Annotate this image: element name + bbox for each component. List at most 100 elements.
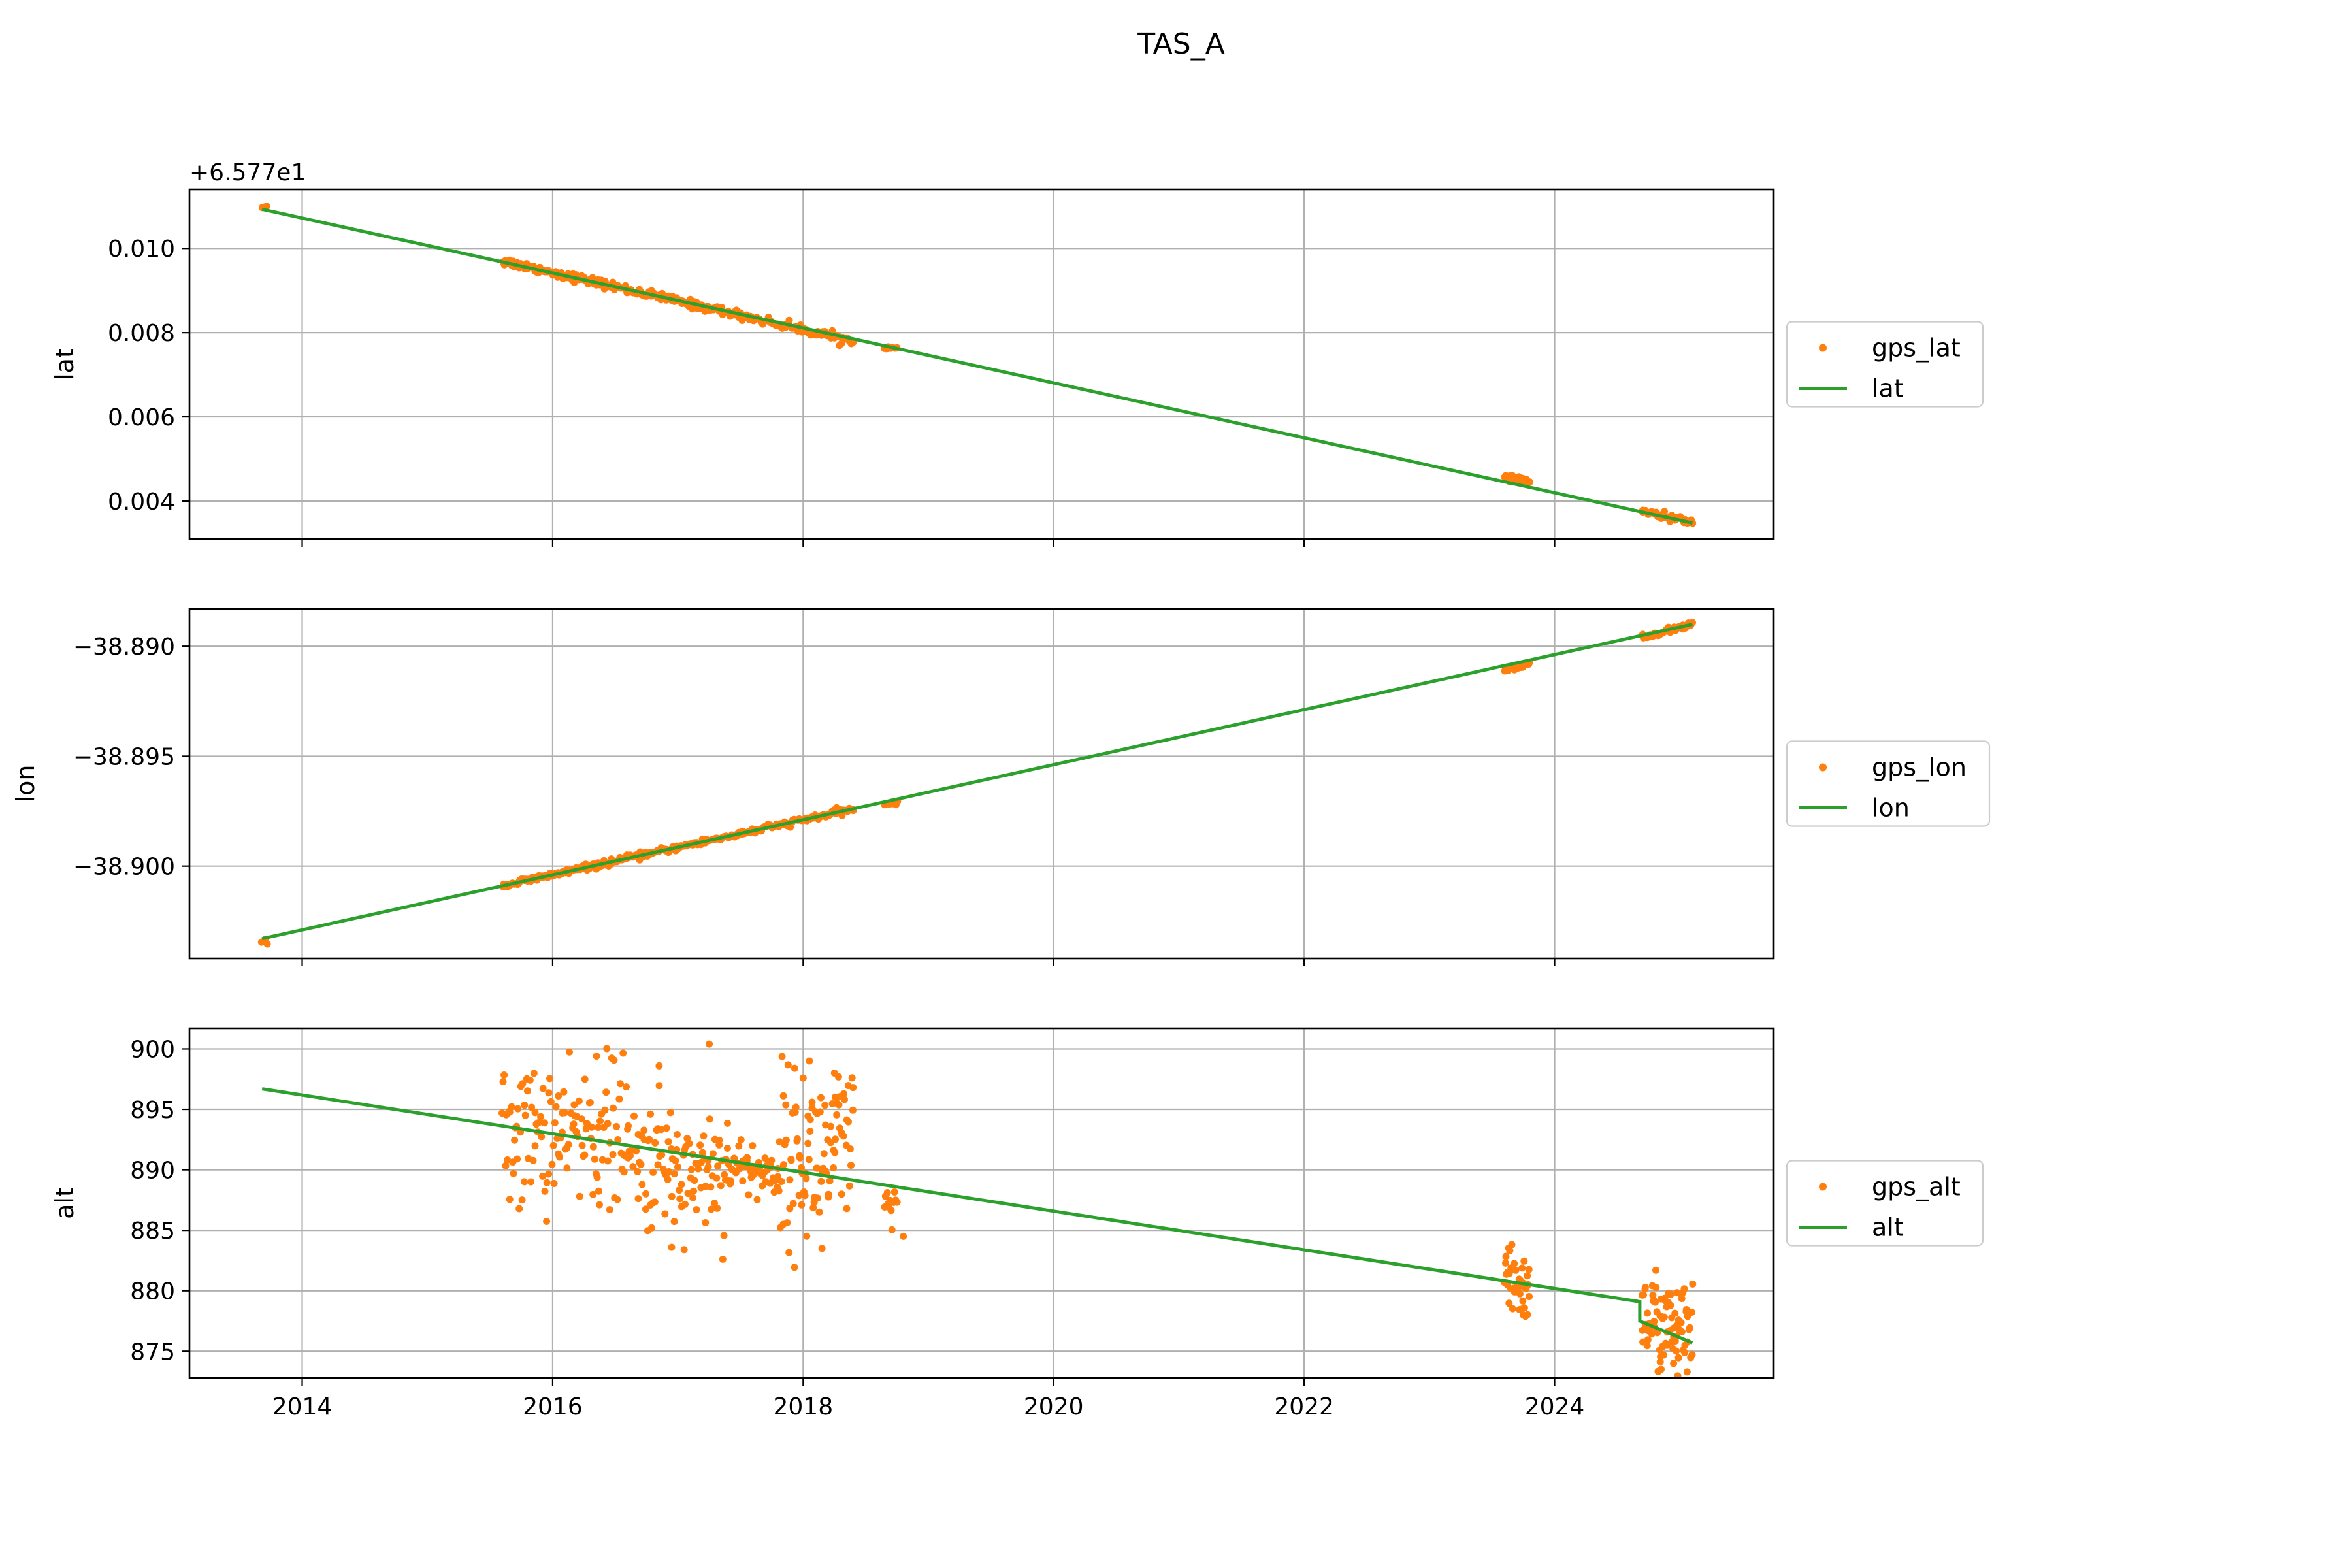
data-point [526, 1076, 534, 1084]
data-point [1673, 1347, 1680, 1355]
legend-label-points: gps_alt [1872, 1173, 1961, 1201]
data-point [674, 1131, 681, 1138]
data-point [521, 1111, 529, 1119]
data-point [831, 1149, 839, 1156]
data-point [665, 1168, 673, 1175]
y-tick-label: 885 [130, 1218, 175, 1245]
data-point [847, 1162, 855, 1169]
data-point [546, 1075, 553, 1083]
data-point [1689, 1280, 1697, 1288]
data-point [900, 1232, 907, 1240]
data-point [1683, 1368, 1691, 1376]
data-point [555, 1092, 563, 1100]
chart-panels: 0.0040.0060.0080.010+6.577e1latgps_latla… [11, 159, 1991, 1420]
y-tick-label: 900 [130, 1036, 175, 1063]
y-tick-label: 0.008 [108, 320, 175, 347]
data-point [587, 1099, 594, 1106]
data-point [786, 1205, 794, 1213]
data-point [613, 1122, 621, 1130]
data-point [817, 1094, 825, 1102]
x-tick-label: 2014 [272, 1394, 333, 1420]
data-point [263, 940, 271, 948]
data-point [670, 1170, 678, 1178]
data-point [648, 1224, 655, 1232]
data-point [545, 1089, 553, 1097]
data-point [708, 1205, 715, 1213]
legend-label-points: gps_lon [1872, 753, 1967, 782]
data-point [678, 1181, 685, 1188]
data-point [706, 1040, 713, 1048]
data-point [676, 1195, 684, 1203]
data-point [610, 1056, 618, 1064]
data-point [713, 1174, 721, 1182]
data-point [521, 1178, 529, 1186]
data-point [724, 1119, 731, 1127]
data-point [1512, 1266, 1520, 1274]
data-point [775, 1187, 783, 1195]
data-point [528, 1103, 536, 1111]
data-point [792, 1103, 800, 1111]
data-point [587, 1123, 595, 1131]
data-point [739, 1177, 747, 1185]
data-point [779, 1092, 787, 1100]
data-point [693, 1206, 700, 1214]
data-point [563, 1164, 571, 1172]
data-point [1644, 1309, 1651, 1317]
data-point [581, 1151, 589, 1159]
data-point [782, 1136, 790, 1144]
data-point [816, 1108, 824, 1116]
legend-marker-points [1819, 1183, 1827, 1191]
data-point [627, 1152, 634, 1160]
data-point [736, 1165, 743, 1173]
data-point [785, 316, 793, 324]
data-point [630, 1112, 638, 1120]
data-point [782, 1101, 790, 1109]
data-point [700, 1132, 708, 1140]
figure-title: TAS_A [1137, 27, 1225, 61]
data-point [1511, 1260, 1518, 1267]
legend-label-line: lon [1872, 794, 1910, 823]
data-point [745, 1191, 753, 1199]
data-point [581, 1075, 589, 1083]
data-point [1506, 1247, 1514, 1254]
data-point [589, 1143, 597, 1151]
y-tick-label: 0.006 [108, 404, 175, 431]
data-point [845, 1182, 853, 1190]
data-point [613, 1196, 621, 1203]
data-point [1648, 1330, 1656, 1338]
data-point [578, 1115, 585, 1123]
data-point [690, 1187, 697, 1195]
data-point [539, 1172, 547, 1180]
data-point [1688, 1350, 1696, 1358]
data-point [566, 1048, 573, 1056]
data-point [518, 1196, 526, 1204]
data-point [1525, 1266, 1533, 1273]
data-point [833, 1111, 841, 1119]
data-point [570, 1101, 578, 1109]
data-point [547, 1098, 555, 1105]
legend-label-line: lat [1872, 374, 1904, 403]
data-point [655, 1062, 663, 1070]
data-point [1663, 1341, 1671, 1349]
data-point [832, 1135, 839, 1143]
data-point [564, 1141, 572, 1149]
data-point [575, 1097, 583, 1105]
data-point [593, 1053, 600, 1060]
data-point [530, 1070, 538, 1077]
data-point [706, 1115, 713, 1123]
data-point [662, 1124, 670, 1132]
data-point [750, 1171, 758, 1179]
data-point [749, 1142, 757, 1150]
data-point [589, 1190, 597, 1198]
axes-frame [188, 188, 1775, 540]
data-point [654, 1161, 662, 1169]
data-point [691, 1177, 698, 1184]
data-point [523, 1087, 531, 1095]
y-tick-label: −38.890 [73, 634, 175, 661]
data-point [1643, 1342, 1651, 1350]
data-point [508, 1103, 515, 1111]
data-point [668, 1192, 676, 1200]
data-point [1641, 1284, 1649, 1292]
data-point [609, 1151, 617, 1158]
legend-frame [1786, 321, 1984, 408]
